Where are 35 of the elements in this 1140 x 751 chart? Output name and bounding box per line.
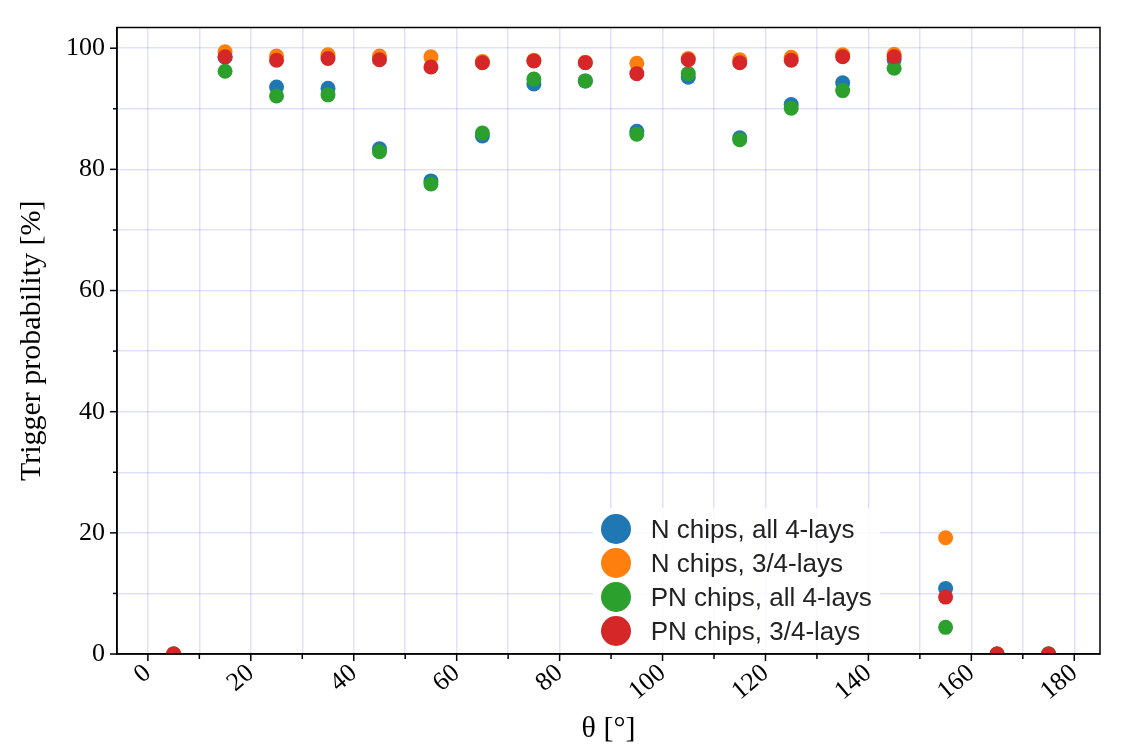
y-tick-label: 100 [66, 32, 105, 62]
point [938, 530, 954, 546]
point [269, 52, 285, 68]
x-axis-title: θ [°] [581, 709, 636, 743]
point [835, 83, 851, 99]
x-tick-label: 160 [931, 657, 980, 705]
point [217, 63, 233, 79]
point [269, 88, 285, 104]
point [320, 87, 336, 103]
y-tick-label: 20 [79, 516, 105, 546]
point [629, 66, 645, 82]
x-tick-label: 180 [1034, 657, 1083, 705]
point [526, 71, 542, 87]
point [938, 589, 954, 605]
x-tick-label: 60 [426, 657, 465, 697]
y-tick-label: 80 [79, 153, 105, 183]
y-axis-title: Trigger probability [%] [12, 200, 46, 482]
legend-label: PN chips, 3/4-lays [650, 615, 861, 647]
point [371, 52, 387, 68]
x-tick-label: 0 [127, 657, 157, 689]
legend-label: N chips, all 4-lays [650, 513, 855, 545]
legend-label: PN chips, all 4-lays [650, 581, 872, 613]
legend-label: N chips, 3/4-lays [650, 547, 843, 579]
x-tick-label: 40 [323, 657, 362, 697]
x-tick-label: 100 [622, 657, 671, 705]
point [320, 51, 336, 66]
point [423, 59, 439, 75]
y-tick-label: 0 [92, 637, 105, 667]
x-tick-label: 80 [529, 657, 568, 697]
y-tick-label: 60 [79, 274, 105, 304]
y-tick-label: 40 [79, 395, 105, 425]
x-tick-label: 140 [828, 657, 877, 705]
point [938, 619, 954, 635]
x-tick-label: 120 [725, 657, 774, 705]
x-tick-label: 20 [220, 657, 260, 697]
